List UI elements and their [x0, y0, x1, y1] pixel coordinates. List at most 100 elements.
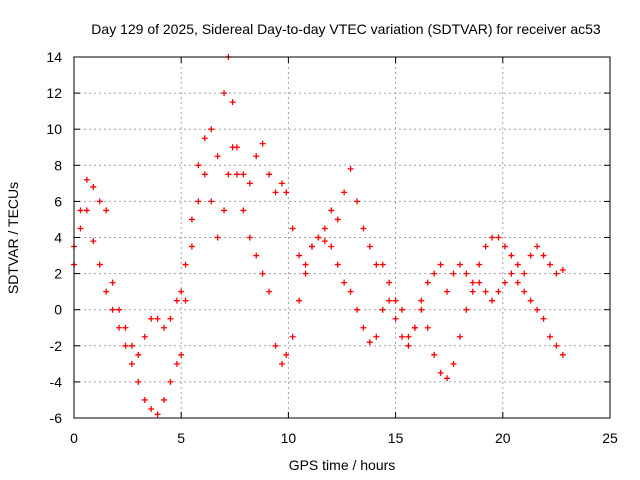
- data-point: [386, 279, 393, 286]
- data-point: [266, 171, 273, 178]
- data-point: [141, 333, 148, 340]
- data-point: [246, 234, 253, 241]
- data-point: [354, 198, 361, 205]
- data-point: [328, 243, 335, 250]
- data-point: [379, 306, 386, 313]
- data-point: [469, 288, 476, 295]
- series-1: [71, 144, 566, 418]
- x-tick-label: 20: [495, 430, 511, 446]
- data-point: [418, 306, 425, 313]
- data-point: [229, 99, 236, 106]
- data-point: [463, 270, 470, 277]
- data-point: [540, 252, 547, 259]
- data-point: [373, 261, 380, 268]
- data-point: [109, 279, 116, 286]
- data-point: [103, 288, 110, 295]
- x-tick-label: 25: [602, 430, 618, 446]
- data-point: [405, 333, 412, 340]
- data-point: [328, 207, 335, 214]
- axis-ticks: 0 5 10 15 20 25 -6 -4 -2 0 2 4 6 8 10 12 14: [46, 49, 618, 446]
- data-point: [450, 360, 457, 367]
- data-point: [240, 171, 247, 178]
- x-tick-label: 10: [281, 430, 297, 446]
- data-point: [521, 270, 528, 277]
- data-point: [437, 369, 444, 376]
- data-point: [148, 315, 155, 322]
- data-point: [77, 225, 84, 232]
- data-point: [534, 243, 541, 250]
- data-point: [90, 183, 97, 190]
- y-tick-label: 4: [54, 230, 62, 246]
- data-point: [109, 306, 116, 313]
- data-point: [334, 261, 341, 268]
- data-point: [501, 243, 508, 250]
- data-point: [308, 243, 315, 250]
- data-point: [83, 176, 90, 183]
- data-point: [135, 378, 142, 385]
- data-point: [463, 306, 470, 313]
- data-point: [431, 351, 438, 358]
- x-tick-label: 5: [177, 430, 185, 446]
- data-point: [154, 315, 161, 322]
- data-point: [116, 324, 123, 331]
- data-point: [386, 297, 393, 304]
- data-point: [495, 288, 502, 295]
- data-point: [521, 288, 528, 295]
- data-point: [514, 279, 521, 286]
- data-point: [178, 351, 185, 358]
- data-point: [392, 315, 399, 322]
- data-point: [283, 189, 290, 196]
- data-point: [201, 171, 208, 178]
- data-point: [128, 360, 135, 367]
- data-point: [469, 279, 476, 286]
- data-point: [489, 234, 496, 241]
- y-tick-label: 12: [46, 85, 62, 101]
- data-point: [424, 279, 431, 286]
- x-tick-label: 15: [388, 430, 404, 446]
- data-point: [366, 339, 373, 346]
- y-tick-label: -6: [50, 410, 63, 426]
- data-point: [553, 342, 560, 349]
- data-point: [289, 333, 296, 340]
- data-point: [77, 207, 84, 214]
- y-tick-label: 0: [54, 302, 62, 318]
- data-point: [559, 351, 566, 358]
- y-tick-label: 2: [54, 266, 62, 282]
- data-point: [173, 360, 180, 367]
- data-point: [154, 411, 161, 418]
- data-point: [135, 351, 142, 358]
- data-point: [501, 279, 508, 286]
- data-point: [221, 90, 228, 97]
- data-point: [141, 396, 148, 403]
- data-point: [246, 180, 253, 187]
- data-point: [182, 297, 189, 304]
- data-point: [489, 297, 496, 304]
- data-point: [482, 243, 489, 250]
- data-point: [214, 153, 221, 160]
- data-point: [399, 306, 406, 313]
- data-point: [321, 238, 328, 245]
- data-point: [527, 297, 534, 304]
- data-point: [315, 234, 322, 241]
- data-point: [444, 288, 451, 295]
- data-point: [476, 261, 483, 268]
- data-point: [225, 171, 232, 178]
- data-point: [482, 288, 489, 295]
- data-point: [161, 396, 168, 403]
- data-point: [444, 375, 451, 382]
- data-point: [341, 279, 348, 286]
- data-point: [96, 198, 103, 205]
- data-point: [296, 252, 303, 259]
- data-point: [201, 135, 208, 142]
- y-tick-label: 6: [54, 193, 62, 209]
- data-point: [283, 351, 290, 358]
- data-point: [392, 297, 399, 304]
- data-point: [278, 180, 285, 187]
- data-point: [208, 126, 215, 133]
- data-point: [266, 288, 273, 295]
- data-point: [534, 306, 541, 313]
- chart-title: Day 129 of 2025, Sidereal Day-to-day VTE…: [91, 21, 601, 37]
- data-point: [83, 207, 90, 214]
- data-point: [182, 261, 189, 268]
